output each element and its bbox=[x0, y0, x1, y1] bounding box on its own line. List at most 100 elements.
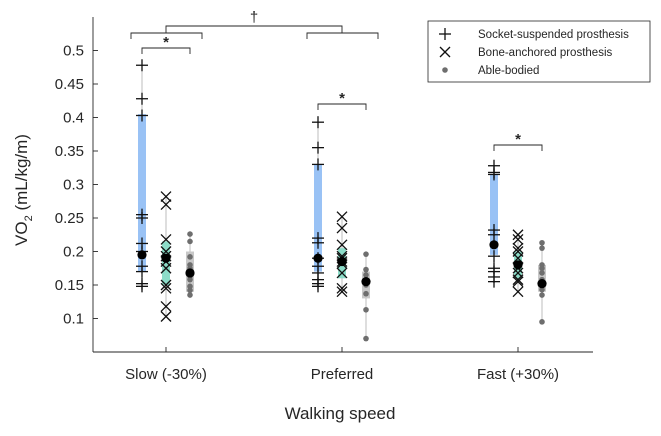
y-tick-label: 0.35 bbox=[55, 143, 84, 160]
data-point bbox=[363, 335, 369, 342]
data-point bbox=[512, 276, 524, 288]
mean-marker bbox=[537, 279, 547, 289]
data-point-d2 bbox=[160, 300, 172, 312]
data-point bbox=[512, 233, 524, 245]
data-point bbox=[160, 233, 172, 245]
data-point bbox=[160, 311, 172, 322]
data-point-d2 bbox=[336, 286, 348, 298]
mean-marker bbox=[489, 240, 499, 250]
data-point-circle bbox=[539, 292, 545, 298]
data-point bbox=[187, 276, 193, 283]
data-point-d2 bbox=[336, 267, 348, 279]
data-point bbox=[187, 231, 193, 237]
data-point bbox=[336, 267, 348, 279]
data-point-d2 bbox=[512, 229, 524, 241]
data-point bbox=[336, 239, 348, 251]
data-point-circle bbox=[363, 251, 369, 257]
data-point bbox=[363, 290, 369, 297]
data-point-d2 bbox=[512, 242, 524, 254]
sig-bracket-preferred-line bbox=[317, 103, 367, 110]
data-point bbox=[187, 238, 193, 245]
data-point bbox=[187, 254, 193, 260]
legend-marker-d2 bbox=[439, 46, 451, 58]
mean-marker bbox=[137, 250, 147, 260]
data-point bbox=[160, 199, 172, 211]
y-axis-title: VO2 (mL/kg/m) bbox=[12, 134, 35, 246]
data-point bbox=[187, 283, 193, 290]
data-point bbox=[363, 251, 369, 257]
data-point bbox=[160, 262, 172, 274]
data-point-d2 bbox=[512, 276, 524, 288]
data-point bbox=[363, 266, 369, 273]
data-point-d2 bbox=[160, 246, 172, 257]
data-point-d2 bbox=[160, 279, 172, 291]
x-tick-label: Preferred bbox=[311, 366, 374, 383]
data-point bbox=[363, 306, 369, 313]
data-point bbox=[312, 280, 324, 293]
y-tick-label: 0.2 bbox=[63, 244, 84, 261]
data-point bbox=[187, 287, 193, 294]
data-point-d2 bbox=[512, 252, 524, 264]
data-point-circle bbox=[363, 272, 369, 278]
y-tick-label: 0.25 bbox=[55, 210, 84, 227]
data-point bbox=[539, 245, 545, 251]
axes: 0.1 0.15 0.2 0.25 0.3 0.35 0.4 0.45 0.5 Slow (-30… bbox=[55, 17, 593, 383]
y-tick-label: 0.45 bbox=[55, 76, 84, 93]
data-point bbox=[512, 242, 524, 254]
y-tick-label: 0.1 bbox=[63, 311, 84, 328]
data-point bbox=[488, 168, 500, 181]
data-point-d2 bbox=[160, 282, 172, 294]
group-bracket-preferred bbox=[306, 32, 379, 39]
data-point bbox=[160, 246, 172, 257]
mean-marker bbox=[513, 260, 523, 270]
data-point bbox=[336, 222, 348, 234]
data-point-circle bbox=[187, 254, 193, 260]
data-point bbox=[539, 270, 545, 276]
legend-marker bbox=[442, 67, 448, 73]
data-point-circle bbox=[539, 245, 545, 251]
data-point-circle bbox=[539, 286, 545, 293]
mean-marker bbox=[337, 256, 347, 267]
data-point bbox=[136, 92, 148, 105]
range-band bbox=[314, 164, 322, 272]
data-point-d2 bbox=[336, 222, 348, 234]
data-point bbox=[512, 274, 524, 286]
data-point-circle bbox=[187, 231, 193, 237]
data-point bbox=[312, 141, 324, 154]
data-point bbox=[539, 239, 545, 246]
data-point-d2 bbox=[512, 286, 524, 298]
group-bracket-slow bbox=[130, 32, 203, 39]
y-tick-label: 0.5 bbox=[63, 43, 84, 60]
dagger-label: † bbox=[250, 9, 258, 26]
y-tick-label: 0.3 bbox=[63, 177, 84, 194]
data-point-d2 bbox=[512, 233, 524, 245]
data-point-circle bbox=[187, 276, 193, 283]
data-point-circle bbox=[363, 266, 369, 273]
data-point bbox=[312, 158, 324, 171]
data-point bbox=[136, 59, 148, 72]
x-tick-label: Slow (-30%) bbox=[125, 366, 207, 383]
data-point bbox=[160, 282, 172, 294]
data-point-d2 bbox=[160, 262, 172, 274]
data-point bbox=[136, 280, 148, 293]
data-point-circle bbox=[539, 319, 545, 325]
legend-box bbox=[427, 20, 651, 83]
data-point-d2 bbox=[336, 282, 348, 294]
dagger-bracket bbox=[165, 25, 343, 33]
data-point-circle bbox=[363, 290, 369, 297]
data-point bbox=[488, 250, 500, 263]
sig-bracket-slow-label: * bbox=[163, 34, 169, 51]
data-point bbox=[539, 292, 545, 298]
data-point bbox=[539, 319, 545, 325]
data-point-circle bbox=[539, 270, 545, 276]
data-point bbox=[136, 212, 148, 224]
data-point bbox=[136, 265, 148, 278]
mean-marker bbox=[161, 253, 171, 263]
legend: Socket-suspended prosthesis Bone-anchored… bbox=[427, 20, 651, 83]
data-point bbox=[160, 191, 172, 203]
data-point bbox=[160, 300, 172, 312]
data-point bbox=[512, 286, 524, 298]
data-point bbox=[160, 279, 172, 291]
data-point bbox=[336, 282, 348, 294]
significance-brackets: * * * † bbox=[130, 9, 543, 151]
